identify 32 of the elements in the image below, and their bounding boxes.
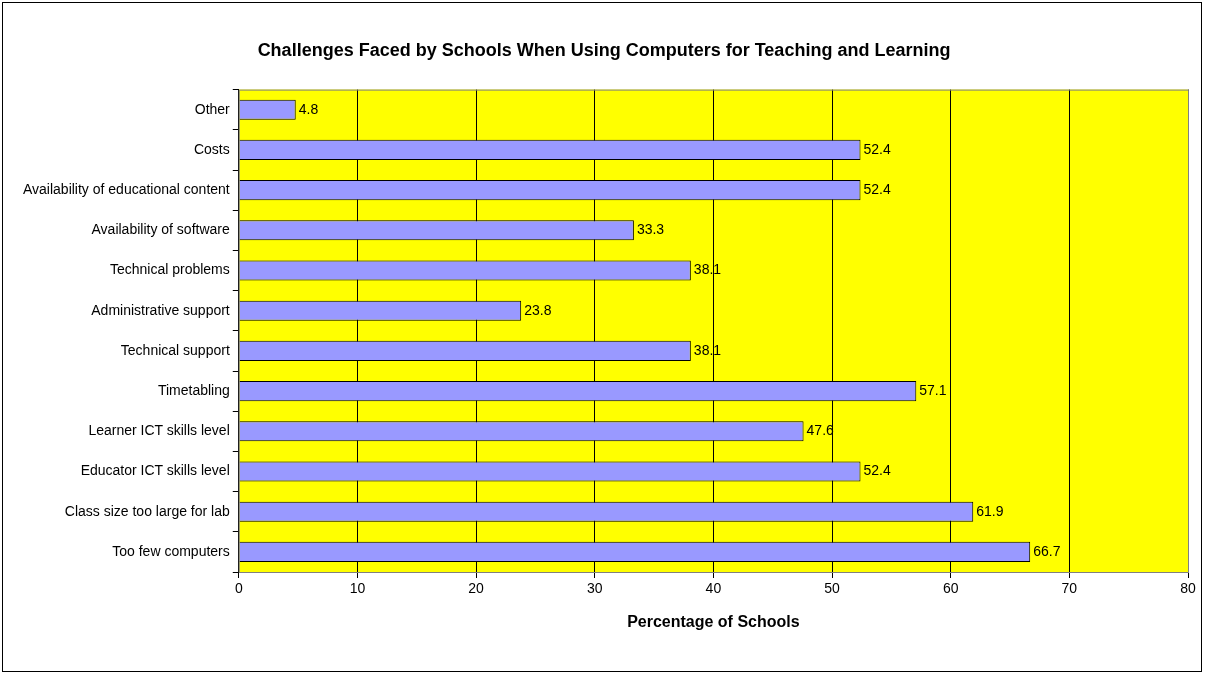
data-label: 61.9: [976, 502, 1004, 519]
data-label: 57.1: [919, 381, 947, 398]
data-label: 23.8: [524, 301, 552, 318]
y-tick-label: Availability of educational content: [22, 180, 230, 197]
x-tick-label: 0: [234, 580, 243, 597]
y-tick-label: Administrative support: [91, 301, 230, 318]
data-label: 33.3: [636, 221, 665, 238]
x-tick-label: 60: [942, 580, 959, 597]
x-tick-label: 20: [468, 580, 485, 597]
y-tick-label: Costs: [193, 140, 230, 157]
y-tick-label: Availability of software: [91, 221, 230, 238]
chart-title: Challenges Faced by Schools When Using Computers for Teaching and Learning: [257, 39, 951, 60]
y-tick-label: Timetabling: [157, 381, 230, 398]
x-tick-label: 40: [705, 580, 722, 597]
data-label: 4.8: [298, 100, 319, 117]
y-tick-label: Too few computers: [112, 542, 230, 559]
y-tick-label: Learner ICT skills level: [88, 422, 230, 439]
data-label: 52.4: [863, 180, 891, 197]
x-tick-label: 10: [349, 580, 366, 597]
x-tick-label: 50: [824, 580, 841, 597]
data-label: 52.4: [863, 462, 891, 479]
y-tick-label: Technical support: [120, 341, 230, 358]
y-tick-label: Other: [194, 100, 231, 117]
data-label: 66.7: [1033, 542, 1061, 559]
x-axis-title: Percentage of Schools: [627, 612, 800, 630]
y-tick-label: Educator ICT skills level: [80, 462, 230, 479]
y-tick-label: Technical problems: [109, 261, 230, 278]
x-tick-label: 30: [586, 580, 603, 597]
x-tick-label: 70: [1061, 580, 1078, 597]
data-label: 52.4: [863, 140, 891, 157]
x-tick-label: 80: [1180, 580, 1196, 597]
y-tick-label: Class size too large for lab: [64, 502, 230, 519]
